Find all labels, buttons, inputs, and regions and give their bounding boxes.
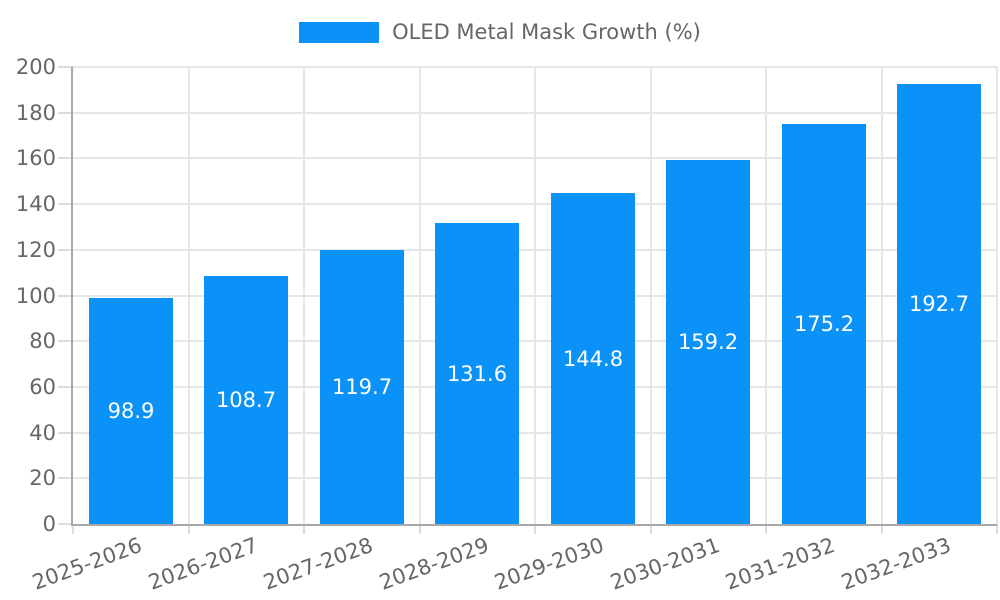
y-axis-tick bbox=[58, 203, 73, 205]
bar bbox=[320, 250, 404, 524]
y-axis-tick bbox=[58, 340, 73, 342]
bar-value-label: 98.9 bbox=[107, 399, 155, 423]
y-axis-tick bbox=[58, 112, 73, 114]
y-tick-label: 120 bbox=[15, 238, 56, 262]
bar bbox=[897, 84, 981, 524]
x-axis-tick bbox=[996, 524, 998, 534]
x-gridline bbox=[534, 67, 536, 524]
x-gridline bbox=[650, 67, 652, 524]
x-axis-tick bbox=[881, 524, 883, 534]
y-tick-label: 160 bbox=[15, 146, 56, 170]
y-axis-tick bbox=[58, 249, 73, 251]
x-tick-label: 2032-2033 bbox=[838, 532, 954, 595]
y-axis-tick bbox=[58, 66, 73, 68]
x-tick-label: 2031-2032 bbox=[722, 532, 839, 595]
x-axis-tick bbox=[303, 524, 305, 534]
bar-value-label: 119.7 bbox=[331, 375, 393, 399]
y-axis-tick bbox=[58, 295, 73, 297]
x-axis-tick bbox=[72, 524, 74, 534]
y-tick-label: 40 bbox=[29, 421, 56, 445]
y-axis-tick bbox=[58, 523, 73, 525]
x-axis-line bbox=[71, 524, 997, 526]
x-axis-tick bbox=[534, 524, 536, 534]
bar bbox=[551, 193, 635, 524]
y-tick-label: 100 bbox=[15, 284, 56, 308]
bar-value-label: 192.7 bbox=[908, 292, 970, 316]
y-axis-tick bbox=[58, 386, 73, 388]
y-tick-label: 80 bbox=[29, 329, 56, 353]
legend-swatch bbox=[299, 21, 380, 43]
legend-label: OLED Metal Mask Growth (%) bbox=[392, 20, 701, 44]
x-tick-label: 2030-2031 bbox=[607, 532, 723, 595]
bar-value-label: 159.2 bbox=[677, 330, 739, 354]
y-tick-label: 20 bbox=[29, 466, 56, 490]
y-tick-label: 200 bbox=[15, 55, 56, 79]
x-axis-tick bbox=[650, 524, 652, 534]
y-axis-line bbox=[71, 67, 73, 526]
bar bbox=[666, 160, 750, 524]
bar bbox=[782, 124, 866, 524]
y-tick-label: 0 bbox=[42, 512, 56, 536]
bar bbox=[204, 276, 288, 524]
y-axis-tick bbox=[58, 432, 73, 434]
x-axis-tick bbox=[419, 524, 421, 534]
y-tick-label: 60 bbox=[29, 375, 56, 399]
x-gridline bbox=[765, 67, 767, 524]
x-gridline bbox=[188, 67, 190, 524]
x-tick-label: 2028-2029 bbox=[376, 532, 492, 595]
bar-value-label: 131.6 bbox=[446, 362, 508, 386]
y-axis-tick bbox=[58, 157, 73, 159]
bar-value-label: 108.7 bbox=[215, 388, 277, 412]
y-tick-label: 180 bbox=[15, 101, 56, 125]
y-axis-tick bbox=[58, 477, 73, 479]
x-axis-tick bbox=[188, 524, 190, 534]
x-axis-tick bbox=[765, 524, 767, 534]
x-tick-label: 2025-2026 bbox=[29, 532, 146, 595]
y-tick-label: 140 bbox=[15, 192, 56, 216]
x-tick-label: 2029-2030 bbox=[491, 532, 608, 595]
x-gridline bbox=[303, 67, 305, 524]
legend[interactable]: OLED Metal Mask Growth (%) bbox=[0, 20, 1000, 44]
bar bbox=[435, 223, 519, 524]
x-tick-label: 2027-2028 bbox=[260, 532, 377, 595]
x-gridline bbox=[881, 67, 883, 524]
bar-value-label: 175.2 bbox=[793, 312, 855, 336]
bar bbox=[89, 298, 173, 524]
x-gridline bbox=[996, 67, 998, 524]
x-tick-label: 2026-2027 bbox=[145, 532, 261, 595]
x-gridline bbox=[419, 67, 421, 524]
bar-value-label: 144.8 bbox=[562, 347, 624, 371]
